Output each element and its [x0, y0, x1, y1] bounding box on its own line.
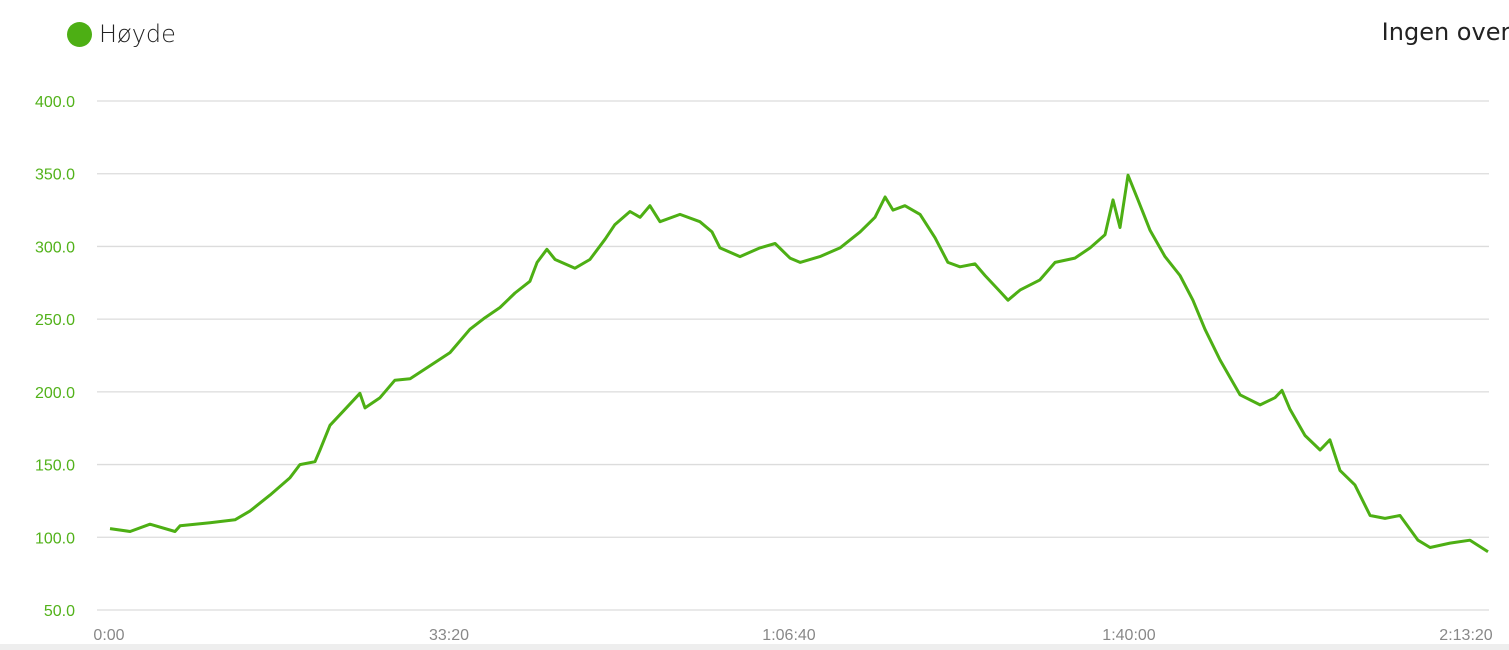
legend[interactable]: Høyde [67, 20, 176, 48]
x-tick-label: 1:40:00 [1102, 627, 1155, 644]
y-tick-label: 350.0 [35, 167, 75, 184]
y-tick-label: 250.0 [35, 312, 75, 329]
legend-marker [67, 21, 92, 47]
elevation-line [109, 173, 1489, 554]
y-tick-label: 400.0 [35, 94, 75, 111]
y-tick-label: 150.0 [35, 458, 75, 475]
y-tick-label: 100.0 [35, 530, 75, 547]
x-tick-label: 1:06:40 [762, 627, 815, 644]
x-tick-label: 33:20 [429, 627, 469, 644]
x-tick-label: 2:13:20 [1439, 627, 1492, 644]
y-tick-label: 300.0 [35, 239, 75, 256]
legend-label: Høyde [99, 20, 176, 48]
x-tick-label: 0:00 [93, 627, 124, 644]
no-overlay-label: Ingen overl [1381, 18, 1509, 46]
y-tick-label: 50.0 [44, 603, 75, 620]
y-tick-label: 200.0 [35, 385, 75, 402]
scrollbar-track[interactable] [0, 644, 1509, 650]
